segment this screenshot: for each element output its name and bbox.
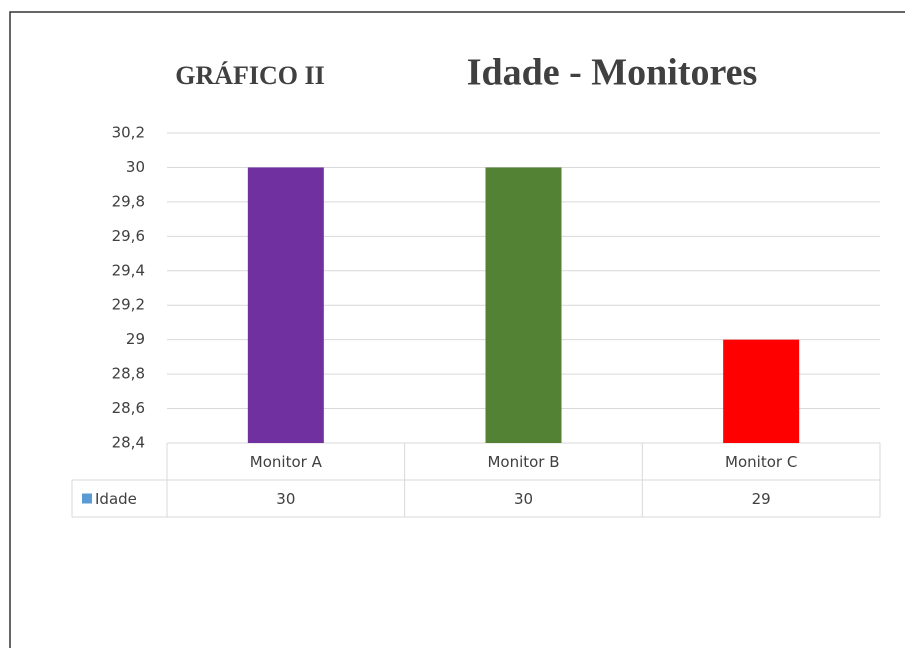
y-tick-label: 30 — [126, 158, 145, 176]
bar — [723, 339, 800, 443]
y-tick-label: 28,4 — [112, 434, 145, 452]
table-value: 30 — [514, 490, 533, 508]
x-tick-label: Monitor B — [487, 453, 559, 471]
table-value: 29 — [752, 490, 771, 508]
y-tick-label: 29,4 — [112, 261, 145, 279]
y-tick-label: 28,8 — [112, 365, 145, 383]
y-tick-label: 29,2 — [112, 296, 145, 314]
bar — [247, 167, 324, 443]
y-tick-label: 29,8 — [112, 192, 145, 210]
legend-swatch — [82, 493, 92, 504]
x-tick-label: Monitor A — [250, 453, 323, 471]
table-value: 30 — [276, 490, 295, 508]
bar — [485, 167, 562, 443]
chart-frame — [9, 11, 905, 648]
y-tick-label: 29 — [126, 330, 145, 348]
chart-title: Idade - Monitores — [467, 52, 758, 94]
x-tick-label: Monitor C — [725, 453, 797, 471]
chart-label: GRÁFICO II — [175, 61, 325, 90]
legend-label: Idade — [95, 490, 137, 508]
y-tick-label: 28,6 — [112, 399, 145, 417]
y-tick-label: 30,2 — [112, 124, 145, 142]
y-tick-label: 29,6 — [112, 227, 145, 245]
